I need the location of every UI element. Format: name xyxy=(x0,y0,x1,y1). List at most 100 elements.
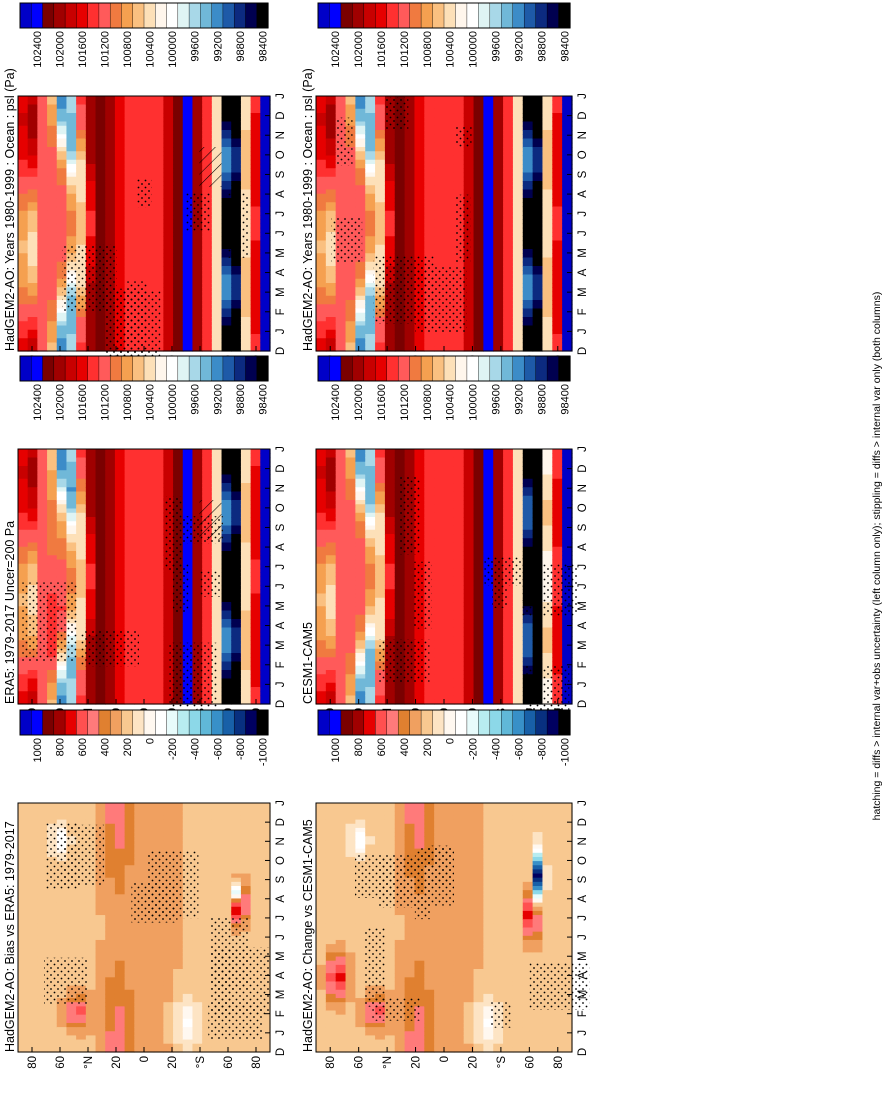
heatmap-cell xyxy=(365,151,376,157)
heatmap-cell xyxy=(144,555,155,561)
heatmap-cell xyxy=(231,665,242,671)
heatmap-cell xyxy=(221,636,232,641)
heatmap-cell xyxy=(153,674,164,680)
heatmap-cell xyxy=(463,346,475,352)
heatmap-cell xyxy=(182,508,194,514)
heatmap-cell xyxy=(211,495,223,501)
heatmap-cell xyxy=(493,346,504,352)
stippling-patch xyxy=(335,117,353,166)
heatmap-cell xyxy=(552,295,563,301)
heatmap-cell xyxy=(27,534,38,539)
heatmap-cell xyxy=(114,542,126,548)
month-tick-label: M xyxy=(275,287,287,297)
heatmap-cell xyxy=(503,249,514,254)
heatmap-field xyxy=(18,449,271,707)
colorbar-swatch xyxy=(317,2,331,29)
heatmap-cell xyxy=(76,232,87,237)
heatmap-cell xyxy=(192,232,203,237)
heatmap-cell xyxy=(221,487,232,493)
heatmap-cell xyxy=(66,134,77,140)
heatmap-cell xyxy=(522,329,534,335)
heatmap-cell xyxy=(394,338,406,344)
heatmap-cell xyxy=(463,261,475,267)
heatmap-cell xyxy=(37,130,48,135)
heatmap-cell xyxy=(153,223,164,229)
heatmap-cell xyxy=(27,508,38,514)
heatmap-cell xyxy=(493,189,504,195)
heatmap-cell xyxy=(173,108,184,114)
colorbar-label: 98400 xyxy=(257,31,269,62)
heatmap-cell xyxy=(211,312,223,318)
heatmap-cell xyxy=(250,227,261,233)
heatmap-cell xyxy=(260,240,271,246)
heatmap-cell xyxy=(532,274,544,280)
heatmap-cell xyxy=(47,142,58,148)
heatmap-cell xyxy=(182,159,194,165)
heatmap-cell xyxy=(384,325,396,331)
heatmap-cell xyxy=(404,342,416,348)
heatmap-cell xyxy=(192,636,203,641)
heatmap-cell xyxy=(95,602,106,607)
heatmap-cell xyxy=(522,223,534,229)
heatmap-cell xyxy=(105,227,116,233)
heatmap-cell xyxy=(394,232,406,237)
heatmap-cell xyxy=(76,317,87,322)
heatmap-cell xyxy=(260,678,271,684)
heatmap-cell xyxy=(144,461,155,467)
heatmap-cell xyxy=(493,121,504,127)
heatmap-cell xyxy=(365,329,376,335)
heatmap-cell xyxy=(124,215,135,220)
heatmap-cell xyxy=(483,232,494,237)
heatmap-cell xyxy=(182,512,194,518)
heatmap-cell xyxy=(231,699,242,705)
heatmap-cell xyxy=(182,491,194,497)
heatmap-cell xyxy=(192,461,203,467)
month-tick-label: J xyxy=(577,230,589,236)
heatmap-cell xyxy=(192,96,203,101)
heatmap-cell xyxy=(552,164,563,169)
heatmap-cell xyxy=(27,155,38,161)
month-tick-label: N xyxy=(275,484,287,492)
heatmap-cell xyxy=(47,308,58,314)
heatmap-cell xyxy=(173,291,184,297)
heatmap-cell xyxy=(483,176,494,182)
heatmap-cell xyxy=(404,240,416,246)
heatmap-cell xyxy=(105,457,116,463)
heatmap-cell xyxy=(56,244,68,250)
heatmap-cell xyxy=(503,125,514,131)
heatmap-cell xyxy=(562,278,573,284)
heatmap-cell xyxy=(182,253,194,259)
heatmap-cell xyxy=(105,466,116,471)
heatmap-cell xyxy=(503,236,514,242)
heatmap-cell xyxy=(105,189,116,195)
heatmap-cell xyxy=(124,572,135,578)
heatmap-cell xyxy=(384,232,396,237)
heatmap-cell xyxy=(144,487,155,493)
heatmap-cell xyxy=(483,253,494,259)
heatmap-cell xyxy=(522,295,534,301)
heatmap-cell xyxy=(325,295,337,301)
heatmap-cell xyxy=(512,151,524,157)
heatmap-cell xyxy=(240,631,252,637)
heatmap-cell xyxy=(512,100,524,106)
heatmap-cell xyxy=(192,172,203,178)
heatmap-cell xyxy=(56,695,68,701)
heatmap-cell xyxy=(27,176,38,182)
heatmap-cell xyxy=(231,678,242,684)
heatmap-cell xyxy=(483,206,494,212)
colorbar-swatch xyxy=(546,2,560,29)
heatmap-cell xyxy=(473,168,484,174)
heatmap-cell xyxy=(144,134,155,140)
heatmap-cell xyxy=(260,193,271,199)
heatmap-cell xyxy=(522,189,534,195)
heatmap-cell xyxy=(192,257,203,263)
heatmap-cell xyxy=(76,504,87,510)
heatmap-cell xyxy=(182,500,194,505)
heatmap-cell xyxy=(365,210,376,216)
heatmap-cell xyxy=(463,100,475,106)
heatmap-cell xyxy=(173,151,184,157)
heatmap-cell xyxy=(27,542,38,548)
heatmap-cell xyxy=(444,227,455,233)
heatmap-cell xyxy=(37,504,48,510)
heatmap-cell xyxy=(76,551,87,556)
